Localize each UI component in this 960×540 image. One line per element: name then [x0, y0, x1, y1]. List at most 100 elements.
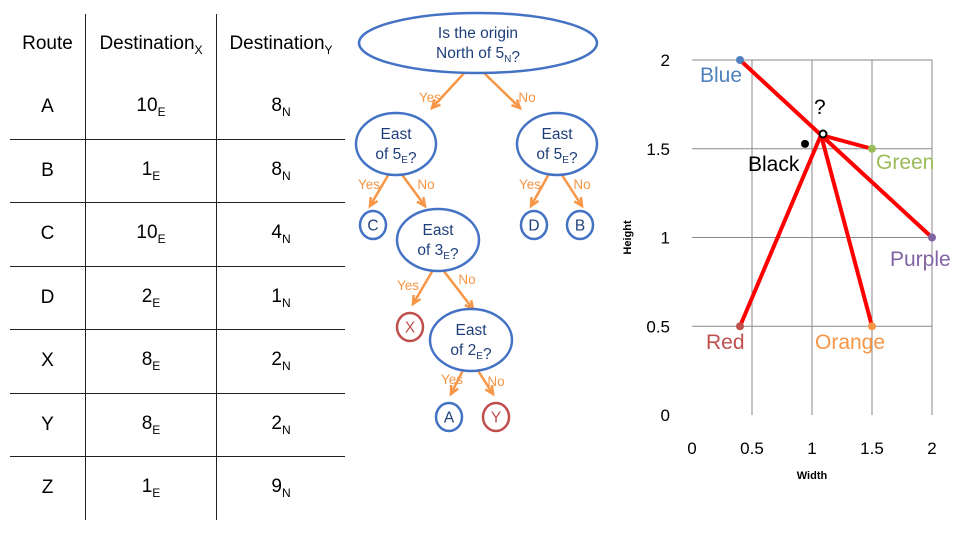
- point-label-red: Red: [706, 331, 745, 354]
- x-tick-label: 1.5: [860, 439, 884, 458]
- neighbor-line-red: [738, 134, 823, 328]
- edge-left-no: [398, 171, 427, 209]
- question-node-east-5-right: East of 5E?: [515, 111, 599, 177]
- table-row: D 2E 1N: [10, 265, 345, 330]
- node-text-line: of 2E?: [450, 342, 492, 363]
- leaf-node-b: B: [565, 209, 595, 241]
- data-point-green: [868, 144, 876, 153]
- edge-east3-yes: [411, 269, 435, 307]
- point-label-black: Black: [748, 153, 800, 176]
- node-text-line: North of 5N?: [436, 45, 520, 66]
- y-tick-label: 1.5: [646, 140, 670, 159]
- data-point-orange: [868, 322, 876, 331]
- edge-root-no: [480, 69, 523, 111]
- node-text-line: of 5E?: [536, 146, 578, 167]
- edge-label-yes: Yes: [441, 372, 463, 387]
- edge-label-yes: Yes: [419, 90, 441, 105]
- edge-label-no: No: [458, 272, 475, 287]
- point-label-purple: Purple: [890, 248, 951, 271]
- leaf-label: A: [444, 410, 455, 427]
- table-row: C 10E 4N: [10, 202, 345, 266]
- destination-y-cell: 8N: [216, 138, 345, 203]
- node-text-line: East: [380, 126, 412, 143]
- edge-label-no: No: [487, 374, 504, 389]
- node-text-line: East: [455, 322, 487, 339]
- destination-y-cell: 4N: [216, 202, 345, 266]
- y-tick-label: 0: [661, 406, 670, 425]
- edge-root-yes: [430, 69, 468, 111]
- x-tick-label: 0.5: [740, 439, 764, 458]
- y-tick-label: 1: [661, 229, 670, 248]
- leaf-node-y: Y: [481, 401, 511, 433]
- destination-x-cell: 10E: [85, 202, 217, 266]
- leaf-node-a: A: [434, 401, 464, 433]
- route-table: Route DestinationX DestinationY A 10E 8N B 1…: [10, 14, 345, 520]
- point-label-blue: Blue: [700, 64, 742, 87]
- node-text-line: East: [541, 126, 573, 143]
- x-tick-label: 0: [687, 439, 696, 458]
- leaf-label: D: [528, 218, 539, 235]
- leaf-node-c: C: [358, 209, 388, 241]
- data-point-purple: [928, 233, 936, 242]
- neighbor-line-orange: [819, 134, 874, 327]
- leaf-label: C: [367, 218, 378, 235]
- edge-label-no: No: [518, 90, 535, 105]
- edge-label-no: No: [573, 177, 590, 192]
- x-axis-title: Width: [797, 470, 828, 482]
- question-node-east-3: East of 3E?: [395, 207, 481, 273]
- question-node-east-2: East of 2E?: [428, 307, 514, 373]
- y-axis-title: Height: [622, 220, 634, 255]
- table-row: X 8E 2N: [10, 329, 345, 393]
- route-cell: C: [10, 202, 86, 266]
- edge-label-yes: Yes: [519, 177, 541, 192]
- y-tick-label: 0.5: [646, 317, 670, 336]
- neighbor-line-blue: [738, 58, 823, 137]
- edge-right-no: [558, 171, 584, 209]
- leaf-label: B: [575, 218, 585, 235]
- decision-tree: Yes No Yes No Yes No Yes No Yes No Is the origin N…: [354, 11, 599, 433]
- edge-right-yes: [529, 171, 552, 209]
- x-tick-label: 1: [807, 439, 816, 458]
- table-header-row: Route DestinationX DestinationY: [10, 14, 345, 76]
- data-point-blue: [736, 56, 744, 64]
- neighbor-line-purple: [819, 133, 934, 239]
- edge-left-yes: [368, 171, 392, 209]
- header-destination-x: DestinationX: [85, 14, 217, 76]
- node-text-line: East: [422, 222, 454, 239]
- table-row: Z 1E 9N: [10, 456, 345, 520]
- destination-x-cell: 8E: [85, 329, 217, 393]
- header-route: Route: [22, 33, 73, 54]
- query-point: [818, 129, 828, 139]
- destination-y-cell: 9N: [216, 456, 345, 520]
- route-cell: B: [10, 138, 86, 203]
- route-cell: Z: [10, 456, 86, 520]
- table-row: A 10E 8N: [10, 76, 345, 139]
- edge-label-yes: Yes: [358, 177, 380, 192]
- data-point-black: [801, 139, 809, 148]
- route-cell: A: [41, 96, 54, 118]
- table-row: Y 8E 2N: [10, 392, 345, 457]
- route-cell: X: [10, 329, 86, 393]
- route-cell: Y: [10, 392, 86, 457]
- destination-x-cell: 2E: [85, 265, 217, 330]
- edge-label-no: No: [417, 177, 434, 192]
- destination-y-cell: 8N: [216, 76, 345, 139]
- destination-x-cell: 8E: [85, 392, 217, 457]
- header-destination-y: DestinationY: [216, 14, 345, 76]
- destination-x-cell: 1E: [85, 138, 217, 203]
- leaf-node-d: D: [519, 209, 549, 241]
- node-text-line: of 5E?: [375, 146, 417, 167]
- node-text-line: of 3E?: [417, 242, 459, 263]
- point-label-orange: Orange: [815, 331, 885, 354]
- node-text-line: Is the origin: [438, 25, 518, 42]
- destination-x-cell: 10E: [85, 76, 217, 139]
- leaf-label: Y: [491, 410, 501, 427]
- point-label-green: Green: [876, 151, 934, 174]
- destination-y-cell: 1N: [216, 265, 345, 330]
- question-node-east-5-left: East of 5E?: [354, 111, 438, 177]
- x-tick-label: 2: [927, 439, 936, 458]
- destination-y-cell: 2N: [216, 329, 345, 393]
- leaf-label: X: [405, 320, 416, 337]
- y-tick-label: 2: [661, 51, 670, 70]
- data-point-red: [736, 322, 744, 331]
